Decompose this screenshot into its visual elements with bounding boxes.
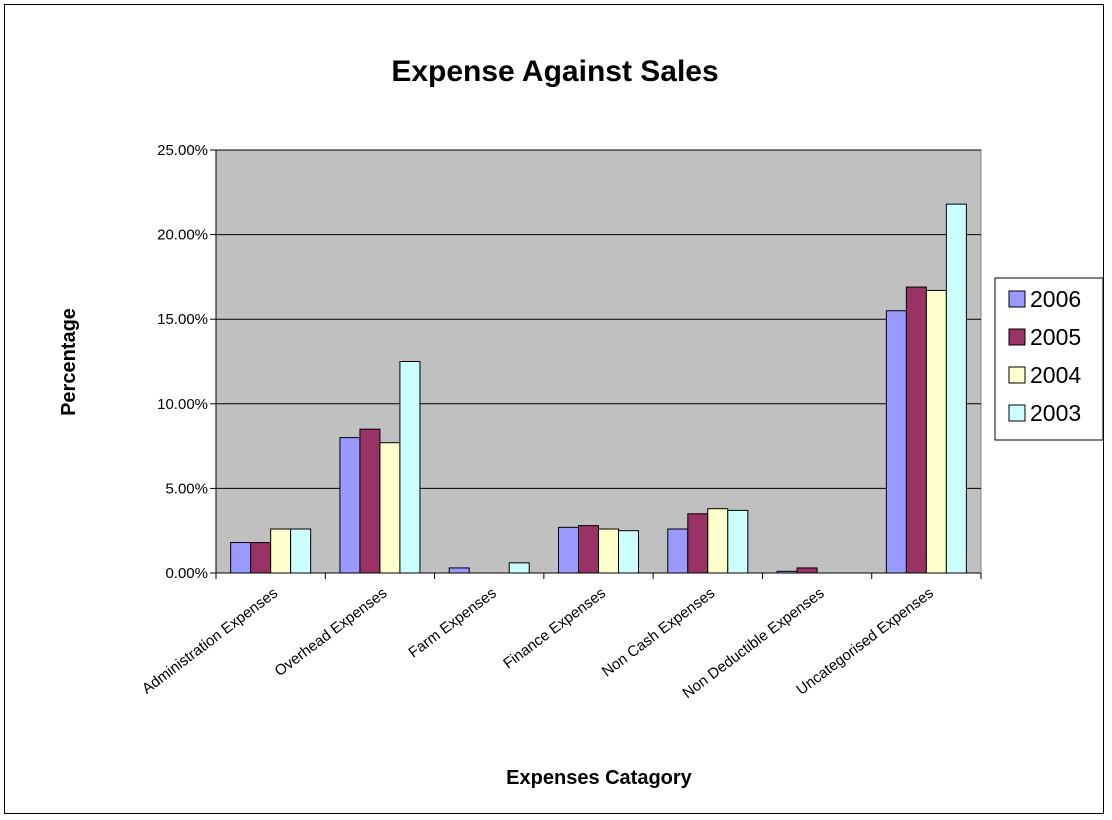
bar bbox=[250, 542, 272, 574]
bar bbox=[578, 525, 599, 574]
bar bbox=[905, 286, 927, 574]
bar bbox=[230, 542, 252, 574]
x-axis-label: Expenses Catagory bbox=[506, 767, 693, 789]
bar bbox=[618, 530, 639, 574]
legend-label: 2004 bbox=[1030, 362, 1081, 388]
legend-swatch bbox=[1008, 366, 1026, 384]
bar-chart: Expense Against Sales 0.00% 5.00% 10.00% 15… bbox=[58, 55, 1104, 789]
gridlines bbox=[216, 149, 981, 489]
y-tick-label: 15.00% bbox=[157, 311, 208, 328]
legend-swatch bbox=[1008, 404, 1026, 422]
bar bbox=[290, 528, 312, 574]
chart-frame: Expense Against Sales 0.00% 5.00% 10.00% 15… bbox=[4, 4, 1104, 814]
y-tick-label: 25.00% bbox=[157, 142, 208, 159]
x-tick-label: Farm Expenses bbox=[405, 585, 499, 662]
bar bbox=[707, 508, 729, 574]
legend-label: 2005 bbox=[1030, 324, 1081, 350]
bar bbox=[727, 509, 749, 574]
bar bbox=[598, 528, 619, 574]
legend-swatch bbox=[1008, 328, 1026, 346]
legend: 2006 2005 2004 2003 bbox=[994, 277, 1104, 441]
bar bbox=[925, 289, 947, 574]
bar bbox=[558, 526, 579, 574]
plot-area bbox=[215, 149, 982, 574]
x-tick-label: Overhead Expenses bbox=[272, 585, 391, 680]
legend-label: 2003 bbox=[1030, 400, 1081, 426]
bar bbox=[379, 442, 401, 574]
bar bbox=[667, 528, 689, 574]
y-axis-label: Percentage bbox=[58, 308, 80, 416]
y-tick-label: 5.00% bbox=[165, 480, 208, 497]
y-tick-label: 10.00% bbox=[157, 396, 208, 413]
chart-title: Expense Against Sales bbox=[391, 55, 718, 88]
bar bbox=[796, 567, 818, 574]
y-tick-label: 0.00% bbox=[165, 565, 208, 582]
bar bbox=[508, 562, 530, 574]
bar bbox=[339, 437, 361, 574]
y-tick-labels: 0.00% 5.00% 10.00% 15.00% 20.00% 25.00% bbox=[157, 142, 208, 582]
x-tick-label: Non Cash Expenses bbox=[599, 585, 718, 681]
bar bbox=[945, 203, 967, 574]
x-tick-label: Administration Expenses bbox=[139, 585, 281, 698]
bar bbox=[885, 310, 907, 574]
legend-swatch bbox=[1008, 290, 1026, 308]
bar bbox=[448, 567, 470, 574]
y-tick-label: 20.00% bbox=[157, 227, 208, 244]
x-tick-label: Finance Expenses bbox=[500, 585, 609, 673]
legend-label: 2006 bbox=[1030, 286, 1081, 312]
bar bbox=[270, 528, 292, 574]
bar bbox=[687, 513, 709, 574]
axes bbox=[210, 149, 982, 579]
bar bbox=[399, 361, 421, 574]
bar bbox=[359, 428, 381, 574]
